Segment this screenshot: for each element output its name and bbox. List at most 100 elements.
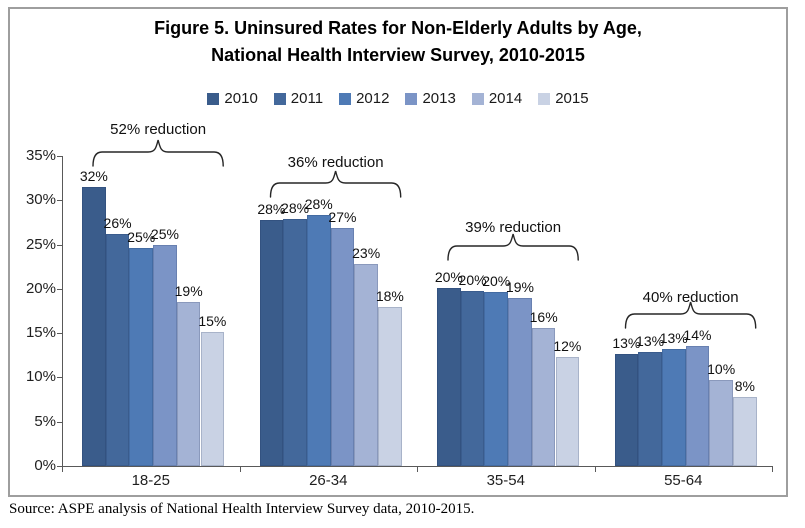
- bar-value-label: 25%: [127, 229, 156, 246]
- bar-value-label: 20%: [434, 268, 463, 285]
- source-note: Source: ASPE analysis of National Health…: [9, 501, 475, 517]
- x-axis-tick: [417, 466, 418, 472]
- brace-label: 36% reduction: [287, 154, 384, 171]
- y-axis-tick: [57, 244, 62, 246]
- y-axis-label: 15%: [25, 324, 56, 342]
- y-axis-tick: [57, 466, 62, 467]
- legend-swatch-2013: [405, 92, 418, 105]
- x-axis-tick: [239, 466, 241, 472]
- bar-value-label: 20%: [458, 271, 487, 288]
- bar-2012-26-34: [306, 215, 331, 466]
- bar-2013-55-64: [685, 346, 710, 466]
- legend-item-2013: 2013: [405, 90, 456, 107]
- legend-label: 2013: [422, 90, 456, 107]
- bar-2012-35-54: [484, 292, 509, 466]
- legend-label: 2015: [555, 90, 589, 107]
- legend-swatch-2011: [273, 92, 286, 105]
- legend-label: 2012: [356, 90, 390, 107]
- legend-label: 2010: [224, 90, 258, 107]
- y-axis-tick: [57, 421, 62, 423]
- bar-value-label: 25%: [150, 225, 179, 242]
- bar-value-label: 12%: [553, 338, 582, 355]
- bar-2012-18-25: [129, 248, 154, 466]
- bar-value-label: 28%: [281, 199, 310, 216]
- bar-value-label: 26%: [103, 214, 132, 231]
- bar-2014-55-64: [709, 380, 733, 466]
- y-axis-tick: [57, 200, 62, 202]
- y-axis-label: 5%: [34, 412, 56, 430]
- y-axis-label: 30%: [25, 191, 56, 209]
- bar-2015-55-64: [733, 396, 757, 466]
- y-axis-label: 25%: [25, 235, 56, 253]
- y-axis-label: 35%: [25, 147, 56, 164]
- bar-2015-18-25: [200, 332, 225, 466]
- legend-item-2014: 2014: [471, 90, 523, 107]
- y-axis-tick: [57, 156, 62, 157]
- chart-title: Figure 5. Uninsured Rates for Non-Elderl…: [8, 15, 788, 69]
- bar-value-label: 15%: [198, 313, 227, 330]
- x-axis-tick: [594, 466, 596, 472]
- bar-2014-18-25: [176, 302, 201, 466]
- x-axis-tick: [772, 466, 773, 472]
- bar-2010-18-25: [82, 187, 106, 466]
- bar-2013-18-25: [153, 244, 177, 466]
- y-axis-tick: [57, 377, 62, 379]
- bar-value-label: 13%: [636, 332, 665, 349]
- bar-2011-55-64: [638, 351, 662, 466]
- bar-2010-35-54: [437, 287, 461, 466]
- bar-2014-26-34: [354, 264, 378, 466]
- brace-label: 40% reduction: [642, 289, 739, 306]
- y-axis-label: 10%: [25, 368, 56, 386]
- y-axis-tick: [57, 288, 62, 290]
- brace-label: 52% reduction: [110, 121, 207, 138]
- bar-2011-35-54: [460, 290, 485, 466]
- chart-title-line-1: Figure 5. Uninsured Rates for Non-Elderl…: [154, 18, 642, 38]
- bar-2011-18-25: [105, 233, 130, 466]
- bar-2014-35-54: [531, 327, 556, 466]
- bar-2010-55-64: [614, 353, 639, 466]
- bar-value-label: 8%: [734, 377, 755, 394]
- bar-value-label: 20%: [482, 273, 511, 290]
- legend-swatch-2010: [207, 92, 220, 105]
- bar-2012-55-64: [661, 349, 686, 466]
- chart-title-line-2: National Health Interview Survey, 2010-2…: [211, 45, 585, 65]
- legend-label: 2011: [290, 90, 324, 107]
- y-axis-label: 0%: [34, 457, 56, 474]
- bar-value-label: 23%: [352, 245, 381, 262]
- bar-value-label: 10%: [707, 361, 736, 378]
- category-label-18-25: 18-25: [131, 472, 170, 489]
- y-axis-line: [62, 156, 63, 467]
- category-label-35-54: 35-54: [486, 472, 525, 489]
- bar-2010-26-34: [259, 219, 284, 466]
- bar-value-label: 14%: [683, 327, 712, 344]
- legend-item-2011: 2011: [273, 90, 324, 107]
- bar-value-label: 16%: [529, 308, 558, 325]
- bar-value-label: 13%: [612, 334, 641, 351]
- category-label-55-64: 55-64: [664, 472, 703, 489]
- bar-value-label: 19%: [505, 278, 534, 295]
- bar-value-label: 19%: [174, 283, 203, 300]
- bar-value-label: 27%: [328, 208, 357, 225]
- legend-swatch-2014: [471, 92, 484, 105]
- legend-swatch-2015: [538, 92, 551, 105]
- brace-label: 39% reduction: [465, 219, 562, 236]
- bar-value-label: 18%: [375, 288, 404, 305]
- legend-label: 2014: [488, 90, 523, 107]
- bar-value-label: 28%: [257, 200, 286, 217]
- x-axis-tick: [62, 466, 63, 472]
- bar-2015-35-54: [555, 357, 580, 466]
- bar-2011-26-34: [283, 218, 307, 466]
- bar-2013-26-34: [330, 227, 355, 466]
- legend-item-2015: 2015: [538, 90, 589, 107]
- legend-item-2010: 2010: [207, 90, 258, 107]
- bar-value-label: 13%: [659, 330, 688, 347]
- legend: 2010 2011 2012 2013 2014 2015: [8, 90, 788, 107]
- bar-2013-35-54: [508, 297, 532, 466]
- category-label-26-34: 26-34: [309, 472, 348, 489]
- legend-item-2012: 2012: [339, 90, 389, 107]
- legend-swatch-2012: [339, 92, 352, 105]
- bar-value-label: 32%: [79, 168, 108, 184]
- bar-value-label: 28%: [304, 196, 333, 213]
- bar-2015-26-34: [378, 307, 402, 466]
